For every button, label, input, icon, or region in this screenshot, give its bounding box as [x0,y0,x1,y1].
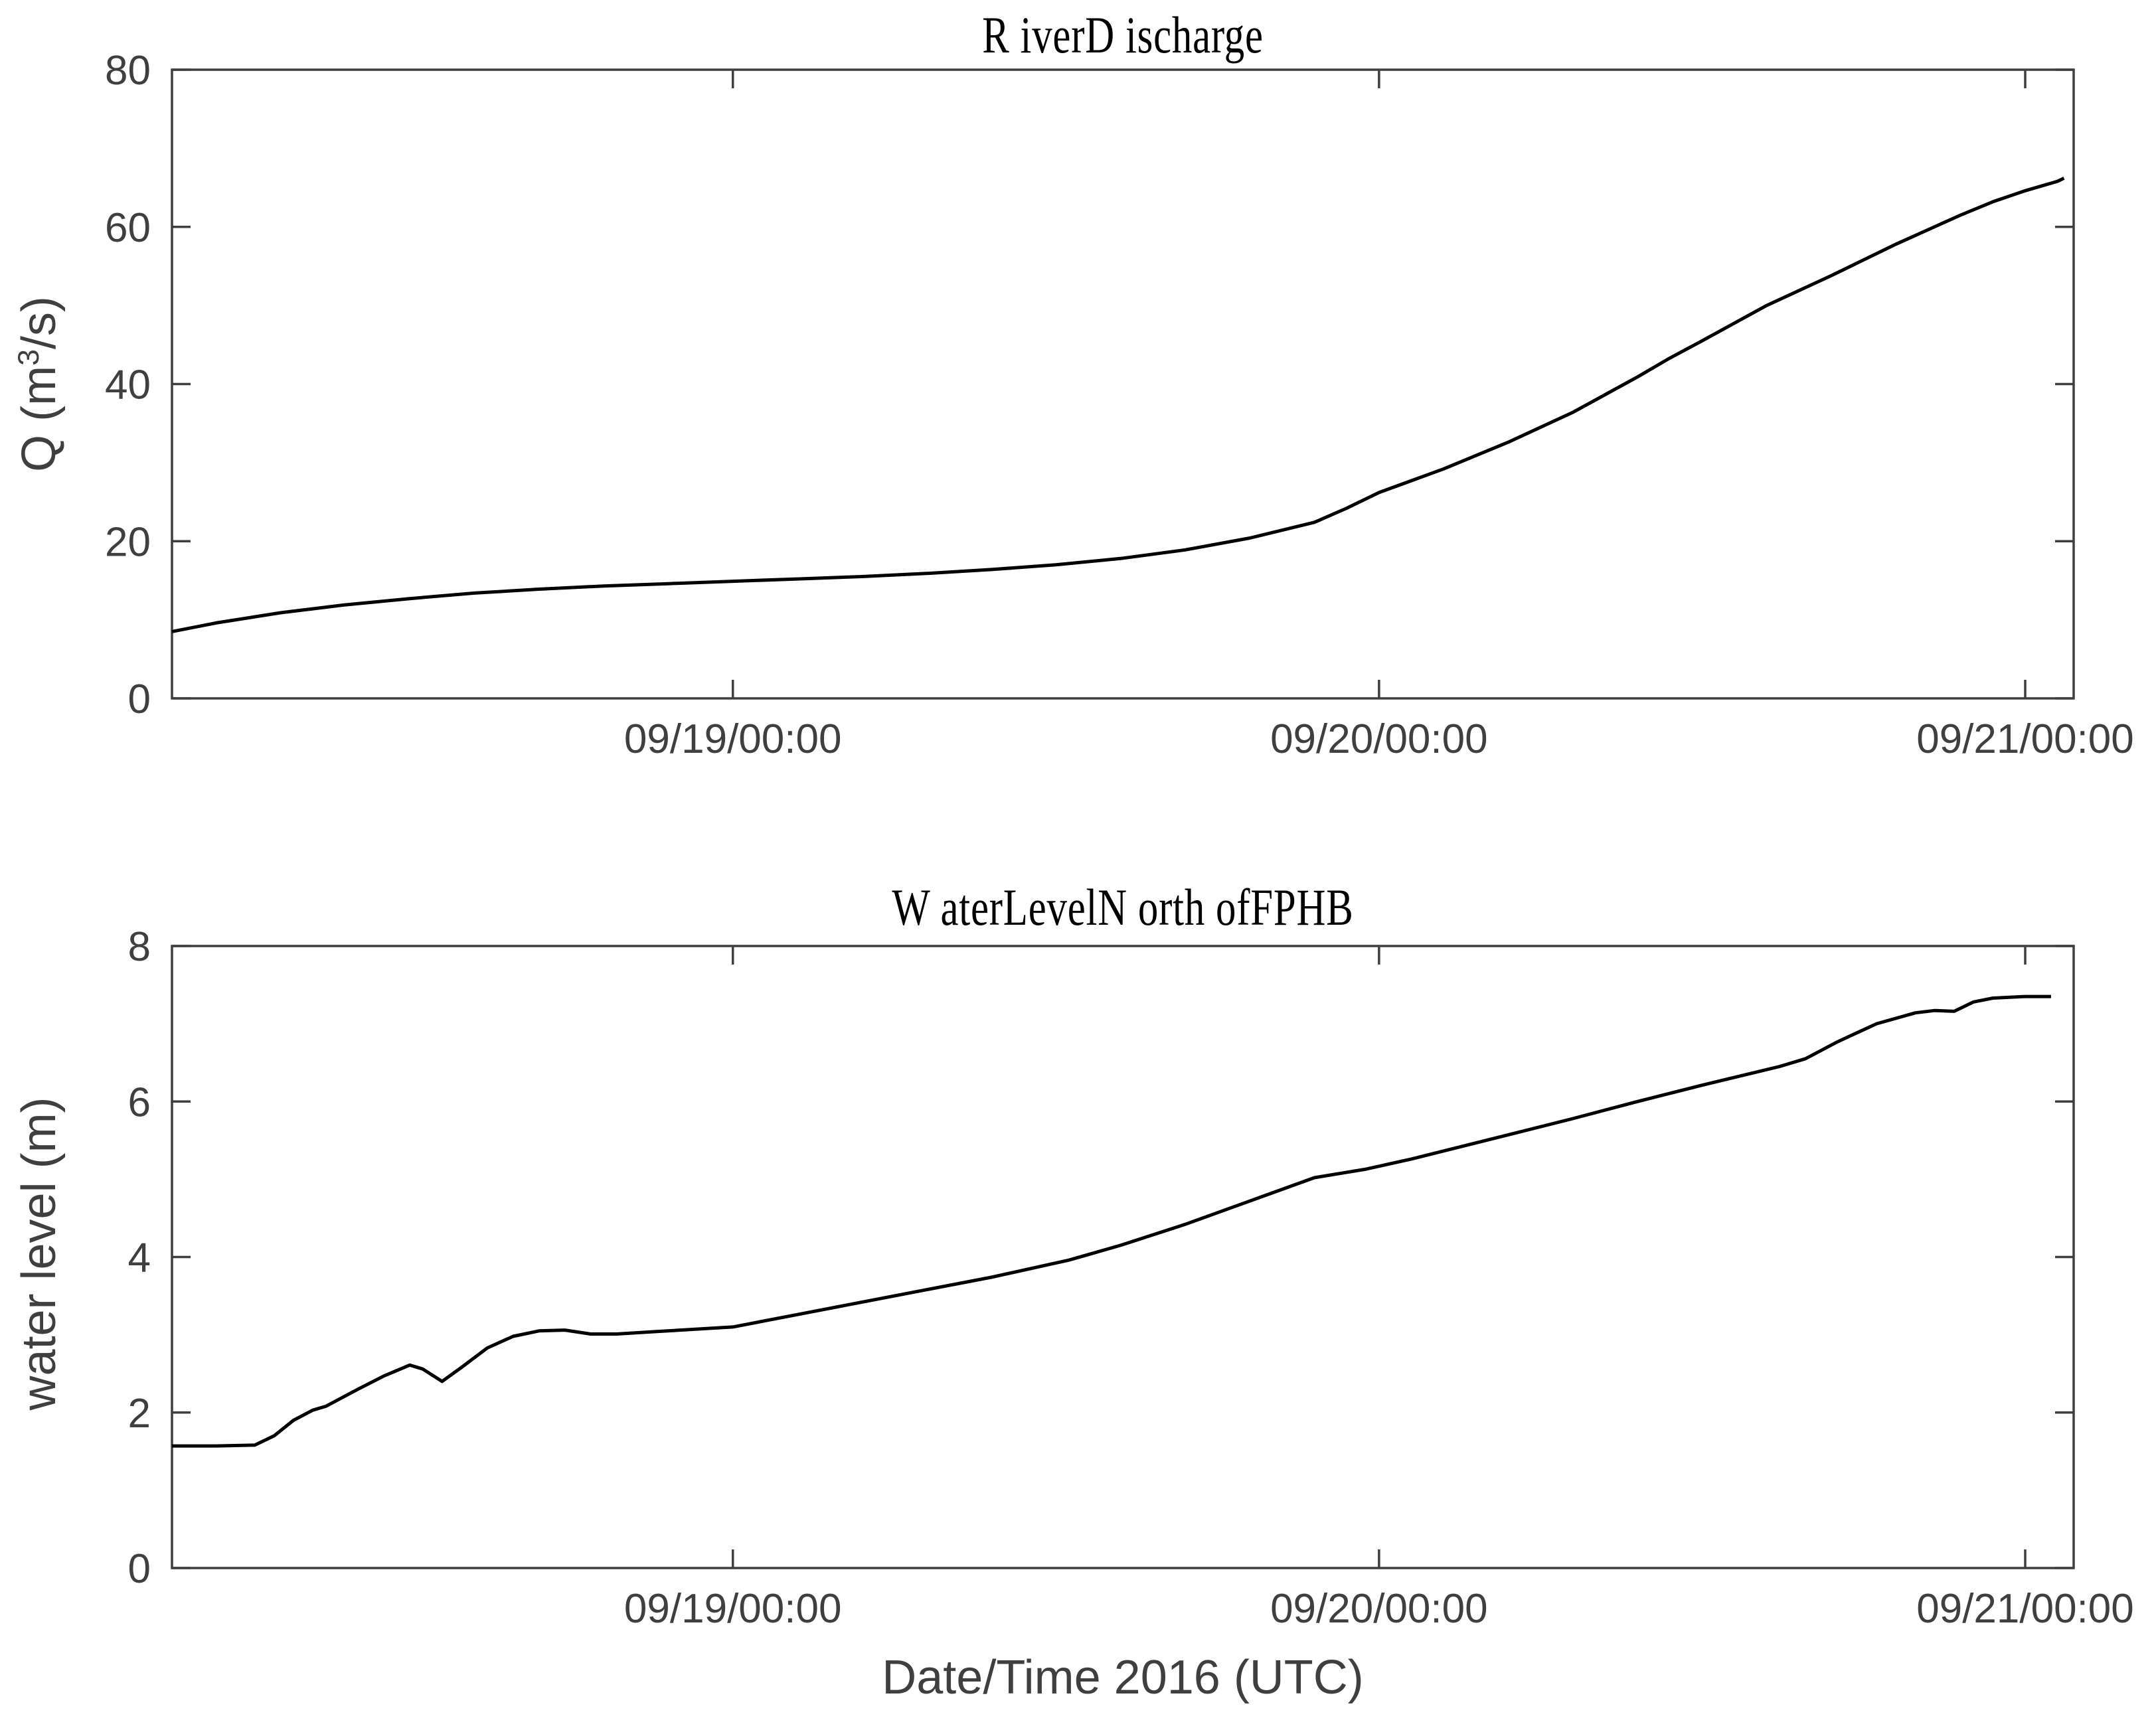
x-tick-label: 09/20/00:00 [1270,716,1488,762]
y-tick-label: 2 [128,1391,151,1437]
y-tick-label: 80 [105,48,151,94]
x-tick-label: 09/21/00:00 [1916,716,2134,762]
river-discharge-line [171,177,2065,633]
plot-frame [171,68,2075,700]
x-tick-label: 09/19/00:00 [624,716,842,762]
y-tick-label: 0 [128,1546,151,1592]
water-level-north-of-fphb-line [172,994,2051,1448]
y-tick-label: 6 [128,1079,151,1125]
ylabel-superscript-3: 3 [13,349,45,366]
chart2-y-axis-label: water level (m) [13,1097,66,1411]
y-tick-label: 8 [128,924,151,970]
plot-frame [171,945,2075,1569]
chart2-title: W aterLevelN orth ofFPHB [892,878,1354,936]
y-tick-label: 40 [105,362,151,408]
ylabel-part-post: /s) [13,296,66,350]
ylabel-part-pre: Q (m [13,365,66,472]
x-tick-label: 09/21/00:00 [1916,1586,2134,1632]
chart1-y-axis-label: Q (m3/s) [9,70,69,698]
y-tick-label: 0 [128,676,151,722]
y-tick-label: 60 [105,205,151,251]
x-axis-label: Date/Time 2016 (UTC) [882,1651,1364,1704]
y-tick-label: 20 [105,519,151,565]
x-tick-label: 09/19/00:00 [624,1586,842,1632]
chart1-title: R iverD ischarge [982,6,1264,64]
x-tick-label: 09/20/00:00 [1270,1586,1488,1632]
y-tick-label: 4 [128,1235,151,1281]
